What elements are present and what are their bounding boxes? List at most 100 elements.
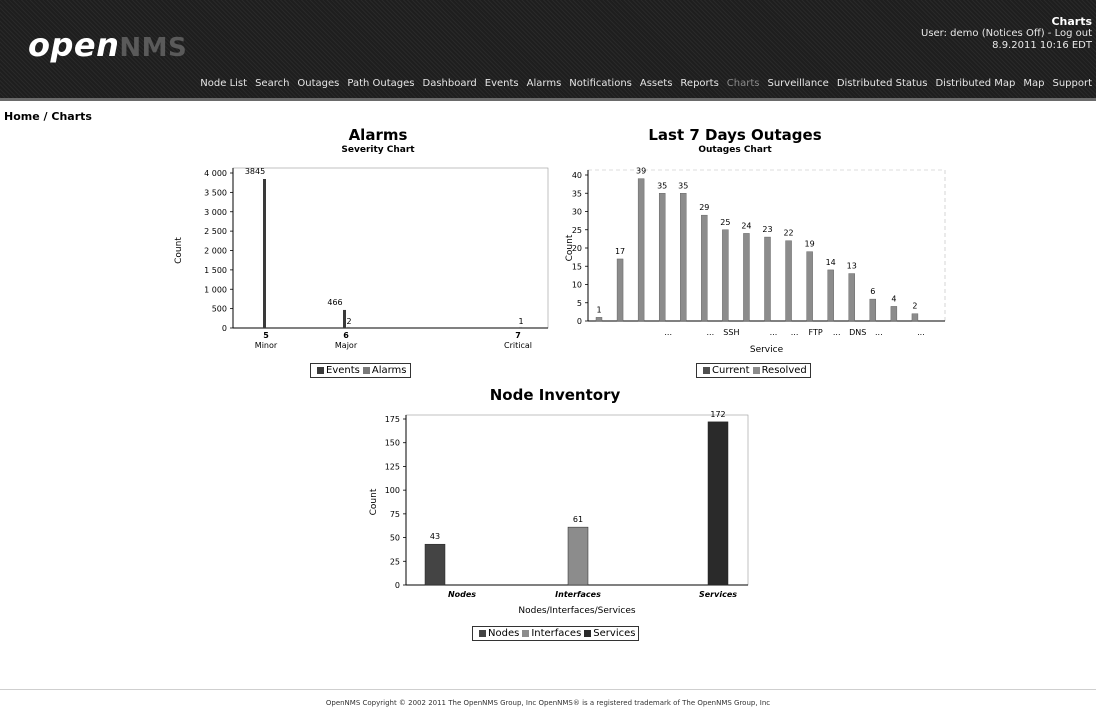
inventory-legend-label-interfaces: Interfaces bbox=[531, 628, 582, 639]
alarms-severity-chart: 0 500 1 000 1 500 2 000 2 500 3 000 3 500 4 000 C… bbox=[174, 167, 549, 350]
outages-bar-resolved bbox=[658, 193, 666, 322]
main-nav: Node List Search Outages Path Outages Dashbo… bbox=[196, 78, 1096, 89]
breadcrumb-home-link[interactable]: Home bbox=[4, 110, 40, 123]
outages-x-tick-label: ... bbox=[770, 328, 778, 337]
inventory-x-tick-label: Nodes bbox=[448, 590, 476, 599]
alarms-y-axis-label: Count bbox=[174, 237, 184, 264]
alarms-plot-frame bbox=[232, 167, 549, 329]
alarms-legend-swatch-events bbox=[317, 366, 324, 374]
alarms-data-label: 3845 bbox=[245, 167, 265, 176]
nav-link-assets[interactable]: Assets bbox=[639, 78, 673, 89]
outages-y-tick-label: 35 bbox=[572, 189, 582, 198]
inventory-y-axis-label: Count bbox=[369, 488, 379, 515]
outages-data-label: 4 bbox=[891, 294, 896, 303]
nav-link-alarms[interactable]: Alarms bbox=[526, 78, 562, 89]
inventory-y-tick-label: 50 bbox=[390, 534, 400, 543]
outages-chart: 0 5 10 15 20 25 30 35 40 Count Service 1 17 39 35... 35… bbox=[565, 167, 946, 355]
nav-link-charts[interactable]: Charts bbox=[726, 78, 760, 89]
outages-y-tick-label: 15 bbox=[572, 262, 582, 271]
alarms-y-tick-label: 0 bbox=[222, 324, 227, 333]
alarms-y-tick-label: 3 500 bbox=[204, 188, 227, 197]
outages-y-tick-label: 5 bbox=[577, 299, 582, 308]
alarms-y-tick-label: 2 000 bbox=[204, 247, 227, 256]
outages-data-label: 35 bbox=[657, 181, 667, 190]
inventory-y-tick-label: 150 bbox=[385, 439, 400, 448]
outages-x-axis-label: Service bbox=[750, 345, 784, 355]
alarms-bar-alarms bbox=[519, 326, 522, 328]
alarms-y-tick-label: 500 bbox=[212, 305, 227, 314]
alarms-bar-events bbox=[263, 179, 266, 328]
inventory-y-tick-label: 0 bbox=[395, 581, 400, 590]
outages-data-label: 23 bbox=[762, 225, 772, 234]
outages-legend-swatch-resolved bbox=[752, 366, 760, 374]
outages-legend-label-current: Current bbox=[712, 365, 750, 376]
copyright-footer: OpenNMS Copyright © 2002 2011 The OpenNM… bbox=[325, 699, 771, 707]
outages-data-label: 2 bbox=[912, 302, 917, 311]
inventory-legend-label-nodes: Nodes bbox=[488, 628, 520, 639]
outages-bar-resolved bbox=[764, 236, 771, 322]
user-status[interactable]: User: demo (Notices Off) - Log out bbox=[921, 28, 1092, 39]
alarms-y-tick-label: 4 000 bbox=[204, 169, 227, 178]
outages-data-label: 1 bbox=[596, 305, 601, 314]
nav-link-map[interactable]: Map bbox=[1023, 78, 1045, 89]
nav-link-outages[interactable]: Outages bbox=[297, 78, 340, 89]
outages-data-label: 13 bbox=[847, 262, 857, 271]
alarms-x-tick-number: 7 bbox=[515, 331, 521, 340]
alarms-y-tick-label: 3 000 bbox=[204, 208, 227, 217]
alarms-x-tick-label: Critical bbox=[504, 341, 532, 350]
alarms-y-tick-label: 2 500 bbox=[204, 227, 227, 236]
alarms-y-tick-label: 1 500 bbox=[204, 266, 227, 275]
logo-text-main: open bbox=[28, 26, 120, 64]
outages-data-label: 39 bbox=[636, 167, 646, 176]
opennms-logo[interactable]: openNMS bbox=[28, 26, 187, 64]
outages-bar-resolved bbox=[869, 298, 877, 322]
outages-x-tick-label: ... bbox=[706, 328, 714, 337]
nav-link-dashboard[interactable]: Dashboard bbox=[422, 78, 477, 89]
outages-x-tick-label: ... bbox=[833, 328, 841, 337]
alarms-data-label: 466 bbox=[327, 298, 342, 307]
alarms-x-tick-label: Major bbox=[335, 341, 358, 350]
outages-chart-title: Last 7 Days Outages bbox=[648, 126, 822, 144]
page-title: Charts bbox=[1051, 15, 1092, 28]
outages-y-tick-label: 20 bbox=[572, 244, 582, 253]
outages-data-label: 19 bbox=[805, 240, 815, 249]
nav-link-search[interactable]: Search bbox=[255, 78, 290, 89]
inventory-data-label: 172 bbox=[710, 410, 725, 419]
nav-link-distributed-status[interactable]: Distributed Status bbox=[836, 78, 928, 89]
inventory-chart-title: Node Inventory bbox=[489, 386, 621, 404]
outages-x-tick-label: ... bbox=[664, 328, 672, 337]
outages-bar-resolved bbox=[785, 240, 792, 322]
outages-data-label: 17 bbox=[615, 247, 625, 256]
alarms-x-tick-label: Minor bbox=[255, 341, 278, 350]
outages-x-tick-label: ... bbox=[791, 328, 799, 337]
inventory-legend-swatch-nodes bbox=[479, 629, 486, 637]
nav-link-reports[interactable]: Reports bbox=[680, 78, 719, 89]
nav-link-node-list[interactable]: Node List bbox=[200, 78, 248, 89]
inventory-data-label: 61 bbox=[573, 515, 583, 524]
outages-chart-subtitle: Outages Chart bbox=[698, 145, 772, 155]
outages-data-label: 24 bbox=[741, 221, 751, 230]
header-divider bbox=[0, 98, 1096, 101]
alarms-data-label: 1 bbox=[518, 317, 523, 326]
nav-link-surveillance[interactable]: Surveillance bbox=[767, 78, 829, 89]
alarms-legend-swatch-alarms bbox=[362, 366, 370, 374]
outages-y-axis-label: Count bbox=[565, 234, 575, 261]
inventory-y-tick-label: 100 bbox=[385, 486, 400, 495]
inventory-bar-nodes bbox=[424, 543, 446, 586]
alarms-y-tick-label: 1 000 bbox=[204, 285, 227, 294]
nav-link-support[interactable]: Support bbox=[1052, 78, 1092, 89]
inventory-y-tick-label: 25 bbox=[390, 557, 400, 566]
node-inventory-chart: 0 25 50 75 100 125 150 175 Count Nodes/Interfaces… bbox=[369, 410, 749, 616]
outages-data-label: 6 bbox=[870, 287, 875, 296]
nav-link-events[interactable]: Events bbox=[484, 78, 519, 89]
outages-x-tick-label: ... bbox=[917, 328, 925, 337]
footer-divider bbox=[0, 689, 1096, 690]
nav-link-path-outages[interactable]: Path Outages bbox=[347, 78, 415, 89]
nav-link-notifications[interactable]: Notifications bbox=[569, 78, 632, 89]
alarms-x-tick-number: 6 bbox=[343, 331, 349, 340]
nav-link-distributed-map[interactable]: Distributed Map bbox=[935, 78, 1016, 89]
outages-bar-resolved bbox=[848, 273, 855, 322]
alarms-legend-label-alarms: Alarms bbox=[371, 365, 407, 376]
alarms-chart-subtitle: Severity Chart bbox=[341, 145, 415, 155]
outages-bar-resolved bbox=[827, 269, 834, 322]
